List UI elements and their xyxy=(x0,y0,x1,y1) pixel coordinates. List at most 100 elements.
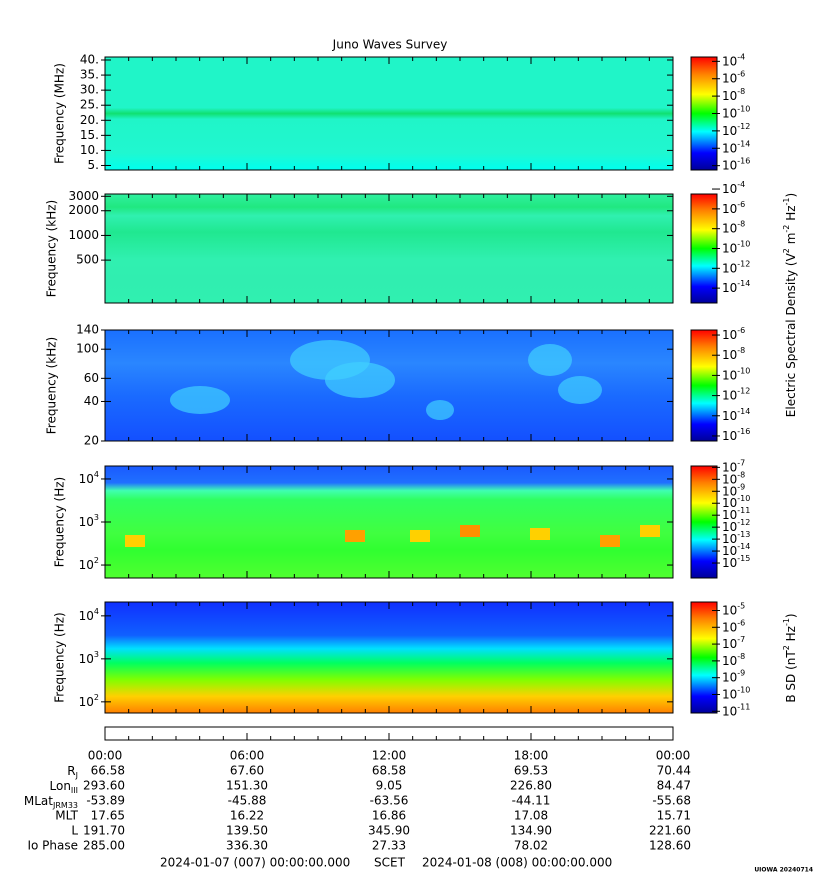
y-tick-label: 20. xyxy=(80,113,99,127)
y-tick-label: 40. xyxy=(80,53,99,67)
y-axis-label: Frequency (Hz) xyxy=(53,612,67,703)
ephemeris-value: 16.22 xyxy=(230,809,264,823)
ephemeris-value: 285.00 xyxy=(83,839,125,853)
ephemeris-value: 128.60 xyxy=(649,839,691,853)
ephemeris-value: -63.56 xyxy=(370,794,409,808)
colorbar-tick-label: 10-5​ xyxy=(722,601,745,617)
time-label: 18:00 xyxy=(514,749,549,763)
y-tick-label: 3000 xyxy=(68,189,99,203)
colorbar xyxy=(690,329,718,442)
y-tick-label: 140 xyxy=(76,323,99,337)
ephemeris-value: 69.53 xyxy=(514,764,548,778)
colorbar-label: Electric Spectral Density (V2​ m-2​ Hz-1… xyxy=(782,193,798,417)
ephemeris-value: 27.33 xyxy=(372,839,406,853)
ephemeris-label: MLatJRM33​ xyxy=(24,794,78,810)
start-time: 2024-01-07 (007) 00:00:00.000 xyxy=(160,856,350,870)
ephemeris-value: 84.47 xyxy=(657,779,691,793)
colorbar-tick-label: 10-12​ xyxy=(722,121,750,137)
emission xyxy=(640,525,660,537)
ephemeris-value: 226.80 xyxy=(510,779,552,793)
time-label: 00:00 xyxy=(656,749,691,763)
colorbar-tick-label: 10-4​ xyxy=(722,180,745,196)
emission xyxy=(600,535,620,547)
ephemeris-value: -45.88 xyxy=(228,794,267,808)
colorbar-tick-label: 10-11​ xyxy=(722,506,750,522)
y-tick-label: 102​ xyxy=(79,692,99,708)
colorbar-tick-label: 10-6​ xyxy=(722,199,745,215)
ephemeris-value: 66.58 xyxy=(91,764,125,778)
colorbar-tick-label: 10-10​ xyxy=(722,685,750,701)
ephemeris-label: L xyxy=(71,824,78,838)
colorbar-tick-label: 10-11​ xyxy=(722,702,750,718)
y-axis-label: Frequency (kHz) xyxy=(45,337,59,434)
emission xyxy=(460,525,480,537)
y-tick-label: 5. xyxy=(88,158,99,172)
y-tick-label: 104​ xyxy=(79,469,99,485)
colorbar-tick-label: 10-15​ xyxy=(722,554,750,570)
y-tick-label: 103​ xyxy=(79,649,99,665)
ephemeris-value: 151.30 xyxy=(226,779,268,793)
ephemeris-value: 9.05 xyxy=(376,779,403,793)
y-tick-label: 104​ xyxy=(79,606,99,622)
spectrogram xyxy=(105,466,673,578)
colorbar-tick-label: 10-6​ xyxy=(722,326,745,342)
ephemeris-value: 139.50 xyxy=(226,824,268,838)
colorbar-tick-label: 10-10​ xyxy=(722,104,750,120)
y-tick-label: 15. xyxy=(80,128,99,142)
end-time: 2024-01-08 (008) 00:00:00.000 xyxy=(422,856,612,870)
ephemeris-value: 134.90 xyxy=(510,824,552,838)
time-label: 12:00 xyxy=(372,749,407,763)
y-tick-label: 103​ xyxy=(79,513,99,529)
colorbar-tick-label: 10-8​ xyxy=(722,87,745,103)
y-axis-label: Frequency (MHz) xyxy=(53,63,67,164)
colorbar-label: B SD (nT2​ Hz-1​) xyxy=(782,613,798,702)
colorbar-tick-label: 10-12​ xyxy=(722,386,750,402)
y-tick-label: 60 xyxy=(84,371,99,385)
time-label: 06:00 xyxy=(230,749,265,763)
ephemeris-label: Io Phase xyxy=(27,839,78,853)
y-tick-label: 102​ xyxy=(79,556,99,572)
colorbar-tick-label: 10-7​ xyxy=(722,635,745,651)
ephemeris-value: 67.60 xyxy=(230,764,264,778)
y-tick-label: 2000 xyxy=(68,203,99,217)
colorbar-tick-label: 10-14​ xyxy=(722,542,750,558)
emission xyxy=(426,400,454,420)
ephemeris-value: 191.70 xyxy=(83,824,125,838)
y-tick-label: 35. xyxy=(80,68,99,82)
ephemeris-value: 293.60 xyxy=(83,779,125,793)
ephemeris-value: 336.30 xyxy=(226,839,268,853)
ephemeris-value: 221.60 xyxy=(649,824,691,838)
y-tick-label: 20 xyxy=(84,434,99,448)
y-axis-label: Frequency (kHz) xyxy=(45,200,59,297)
y-axis-label: Frequency (Hz) xyxy=(53,477,67,568)
emission xyxy=(345,530,365,542)
emission xyxy=(125,535,145,547)
colorbar-tick-label: 10-4​ xyxy=(722,52,745,68)
spectrogram xyxy=(105,194,673,303)
colorbar-tick-label: 10-10​ xyxy=(722,366,750,382)
ephemeris-value: 345.90 xyxy=(368,824,410,838)
colorbar-tick-label: 10-14​ xyxy=(722,279,750,295)
emission xyxy=(528,344,572,376)
time-label: 00:00 xyxy=(88,749,123,763)
emission xyxy=(410,530,430,542)
ephemeris-value: 16.86 xyxy=(372,809,406,823)
colorbar-tick-label: 10-6​ xyxy=(722,618,745,634)
colorbar-tick-label: 10-9​ xyxy=(722,482,745,498)
emission xyxy=(530,528,550,540)
colorbar-tick-label: 10-13​ xyxy=(722,530,750,546)
ephemeris-value: 17.08 xyxy=(514,809,548,823)
y-tick-label: 10. xyxy=(80,143,99,157)
credit: UIOWA 20240714 xyxy=(754,867,813,874)
emission xyxy=(170,386,230,414)
colorbar-tick-label: 10-16​ xyxy=(722,426,750,442)
colorbar-tick-label: 10-10​ xyxy=(722,239,750,255)
colorbar-tick-label: 10-14​ xyxy=(722,406,750,422)
colorbar-tick-label: 10-12​ xyxy=(722,259,750,275)
y-tick-label: 100 xyxy=(76,342,99,356)
ephemeris-value: 15.71 xyxy=(657,809,691,823)
emission xyxy=(558,376,602,404)
ephemeris-value: 70.44 xyxy=(657,764,691,778)
colorbar-tick-label: 10-9​ xyxy=(722,668,745,684)
